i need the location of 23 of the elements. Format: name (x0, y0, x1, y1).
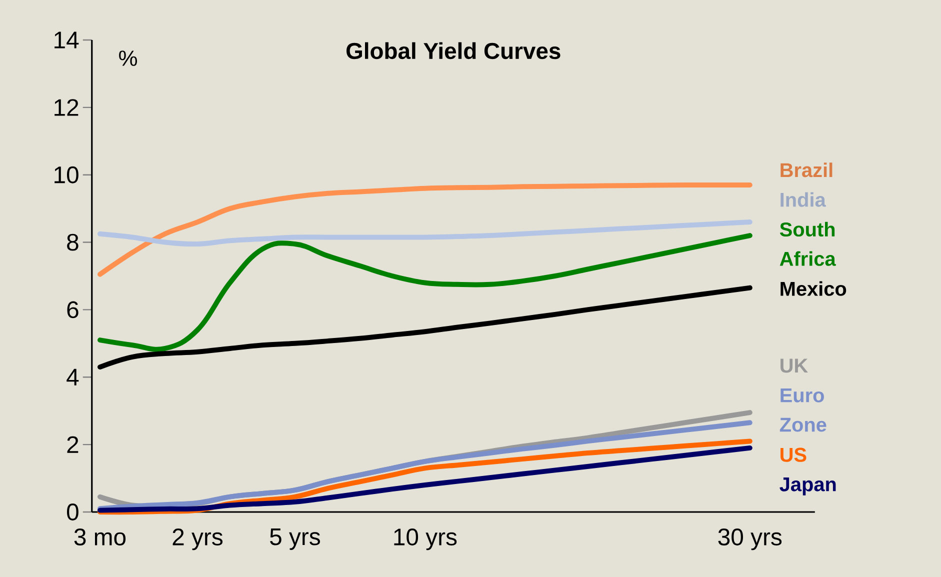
x-tick-label: 3 mo (74, 528, 126, 546)
x-tick-label: 30 yrs (718, 528, 782, 550)
x-tick-label: 5 yrs (270, 528, 320, 550)
x-tick-label: 10 yrs (394, 528, 457, 550)
series-label: Euro Zone (780, 388, 826, 432)
y-tick-label: 4 (66, 368, 79, 386)
chart-title: Global Yield Curves (346, 42, 560, 60)
series-label: India (780, 192, 826, 207)
y-tick-label: 0 (66, 504, 78, 520)
y-tick-label: 10 (54, 166, 78, 184)
text: Japan (780, 477, 836, 496)
series-label: US (780, 448, 806, 462)
y-tick-label: 8 (67, 234, 78, 251)
text: UK (780, 358, 808, 373)
series-label: South Africa (780, 222, 836, 266)
series-label: Mexico (780, 281, 846, 296)
y-tick-label: 12 (54, 99, 78, 116)
y-tick-label: 6 (67, 301, 78, 318)
y-tick-label: 2 (67, 436, 78, 453)
y-tick-label: 14 (54, 32, 79, 48)
y-axis-title: % (119, 50, 137, 66)
series-label: Brazil (780, 162, 832, 178)
x-tick-label: 2 yrs (172, 528, 223, 550)
